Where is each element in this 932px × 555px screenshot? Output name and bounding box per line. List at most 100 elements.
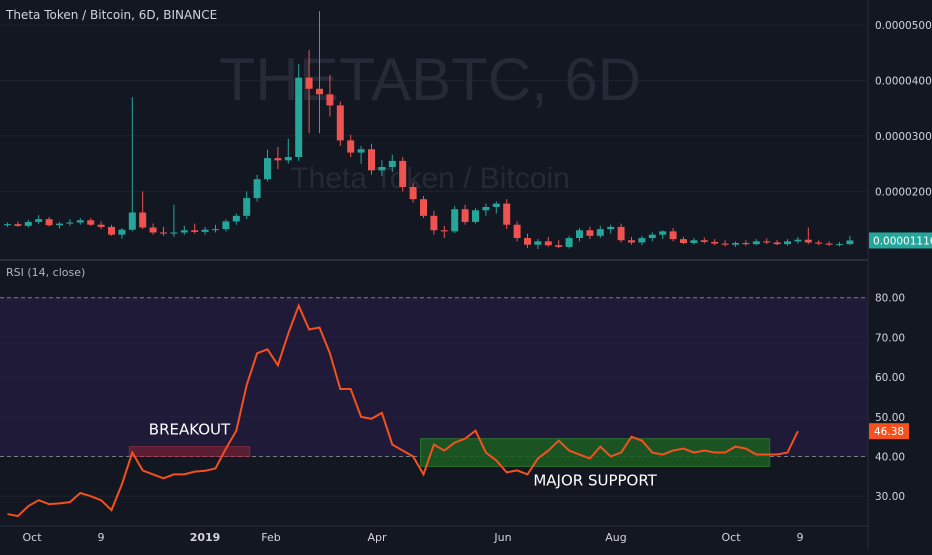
candle-body — [492, 203, 500, 207]
candle-body — [326, 94, 334, 106]
rsi-series — [7, 303, 799, 518]
candle-body — [815, 242, 823, 244]
candle-body — [669, 231, 677, 240]
candlestick-series — [4, 11, 854, 250]
candle-body — [742, 243, 750, 245]
rsi-tick-label: 30.00 — [875, 491, 905, 503]
candle-body — [191, 230, 199, 232]
candle-body — [118, 229, 126, 235]
rsi-tick-label: 60.00 — [875, 372, 905, 384]
time-tick-label: Jun — [493, 531, 511, 544]
candle-body — [66, 222, 74, 224]
rsi-band — [0, 297, 868, 457]
major-support-label: MAJOR SUPPORT — [533, 471, 657, 489]
candle-body — [87, 220, 95, 225]
time-tick-label: 9 — [98, 531, 105, 544]
candle-body — [711, 241, 719, 244]
candle-body — [732, 243, 739, 245]
rsi-line — [7, 303, 799, 518]
candle-body — [503, 203, 511, 225]
candle-body — [794, 239, 802, 242]
candle-body — [56, 223, 63, 226]
time-tick-label: Apr — [367, 531, 387, 544]
last-price-tag — [869, 232, 932, 249]
last-price-value: 0.00001116 — [873, 235, 932, 247]
candle-body — [430, 215, 438, 231]
candle-body — [316, 88, 323, 95]
candle-body — [773, 242, 781, 245]
candle-body — [284, 157, 292, 161]
time-axis: Oct 9 2019 Feb Apr Jun Aug Oct 9 — [0, 525, 868, 544]
candle-body — [180, 230, 188, 233]
watermark-name: Theta Token / Bitcoin — [290, 162, 570, 195]
rsi-tick-label: 70.00 — [875, 332, 905, 344]
candle-body — [222, 221, 230, 230]
breakout-box — [128, 446, 251, 458]
candle-body — [638, 238, 646, 243]
candle-body — [4, 224, 11, 226]
candle-body — [232, 215, 240, 222]
candle-body — [253, 179, 261, 199]
time-tick-label: 2019 — [190, 531, 221, 544]
candle-body — [555, 245, 563, 247]
candle-body — [451, 209, 459, 232]
candle-body — [544, 241, 552, 246]
candle-body — [461, 209, 469, 222]
candle-body — [534, 241, 542, 245]
candle-body — [752, 241, 760, 245]
candle-body — [659, 231, 667, 235]
candle-body — [524, 238, 531, 245]
candle-body — [97, 224, 105, 227]
candle-body — [482, 206, 490, 211]
time-tick-label: 9 — [797, 531, 804, 544]
candle-body — [14, 224, 22, 226]
candle-body — [565, 238, 573, 247]
candle-body — [836, 244, 843, 246]
time-tick-label: Oct — [721, 531, 741, 544]
candle-body — [440, 230, 448, 232]
rsi-indicator-label[interactable]: RSI (14, close) — [6, 266, 86, 279]
candle-body — [472, 210, 479, 222]
candle-body — [721, 243, 729, 245]
candle-body — [513, 224, 521, 239]
candle-body — [378, 167, 386, 171]
rsi-tick-label: 80.00 — [875, 293, 905, 305]
candle-body — [388, 160, 396, 168]
candle-body — [35, 219, 43, 222]
candle-body — [628, 240, 635, 243]
time-tick-label: Oct — [22, 531, 42, 544]
time-tick-label: Feb — [261, 531, 280, 544]
candle-body — [420, 199, 427, 216]
symbol-title: Theta Token / Bitcoin, 6D, BINANCE — [6, 8, 218, 22]
breakout-label: BREAKOUT — [149, 421, 231, 439]
rsi-tick-label: 40.00 — [875, 452, 905, 464]
candle-body — [607, 226, 615, 230]
candle-body — [700, 240, 708, 242]
candle-body — [846, 240, 854, 245]
candle-body — [576, 230, 583, 239]
price-tick-label: 0.00002000 — [875, 186, 932, 198]
rsi-tick-label: 50.00 — [875, 412, 905, 424]
candle-body — [201, 229, 209, 232]
candle-body — [399, 160, 407, 187]
candle-body — [295, 77, 303, 158]
candle-body — [784, 241, 791, 245]
candle-body — [804, 239, 812, 243]
candle-body — [347, 140, 355, 153]
candle-body — [170, 232, 178, 234]
candle-body — [690, 240, 698, 244]
rsi-last-tag — [869, 423, 909, 440]
candle-body — [336, 105, 344, 141]
rsi-last-value: 46.38 — [874, 426, 904, 438]
candle-body — [24, 221, 32, 226]
candle-body — [128, 212, 136, 230]
candle-body — [763, 241, 771, 243]
candle-body — [596, 229, 604, 236]
candle-body — [680, 239, 687, 244]
